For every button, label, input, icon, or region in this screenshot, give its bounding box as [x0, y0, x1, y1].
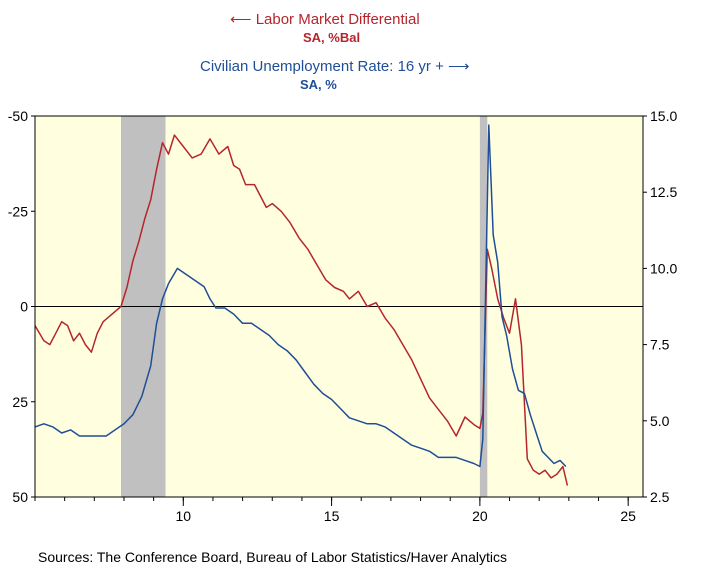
left-axis-tick-label: -50: [8, 108, 28, 124]
left-axis-tick-label: 25: [12, 394, 28, 410]
series-line-blue: [34, 124, 567, 468]
legend-red-title: Labor Market Differential: [255, 11, 420, 28]
source-note: Sources: The Conference Board, Bureau of…: [38, 549, 507, 565]
right-axis-tick-label: 2.5: [650, 489, 670, 505]
left-arrow-icon: ⟵: [230, 11, 252, 28]
legend-blue-entry: Civilian Unemployment Rate: 16 yr + ⟶: [200, 57, 470, 75]
legend-red-subtitle: SA, %Bal: [303, 30, 361, 45]
x-axis-tick-label: 25: [620, 508, 636, 524]
right-arrow-icon: ⟶: [448, 58, 470, 75]
legend-blue-subtitle: SA, %: [300, 77, 337, 92]
left-axis-tick-label: 0: [20, 299, 28, 315]
right-axis-tick-label: 10.0: [650, 260, 677, 276]
legend-blue-title: Civilian Unemployment Rate: 16 yr +: [200, 58, 444, 75]
series-line-red: [34, 134, 569, 486]
right-axis-tick-label: 15.0: [650, 108, 677, 124]
legend-red-entry: ⟵ Labor Market Differential: [230, 10, 420, 28]
left-axis-tick-label: -25: [8, 203, 28, 219]
x-axis-tick-label: 10: [176, 508, 192, 524]
right-axis-tick-label: 7.5: [650, 337, 670, 353]
right-axis-tick-label: 5.0: [650, 413, 670, 429]
left-axis-tick-label: 50: [12, 489, 28, 505]
x-axis-tick-label: 15: [324, 508, 340, 524]
plot-svg: -50 -25 0 25 50 2.5 5.0 7.5 10.0 12.5 15.0 10 15 20 25: [8, 108, 678, 524]
right-axis-tick-label: 12.5: [650, 184, 677, 200]
x-axis-tick-label: 20: [472, 508, 488, 524]
